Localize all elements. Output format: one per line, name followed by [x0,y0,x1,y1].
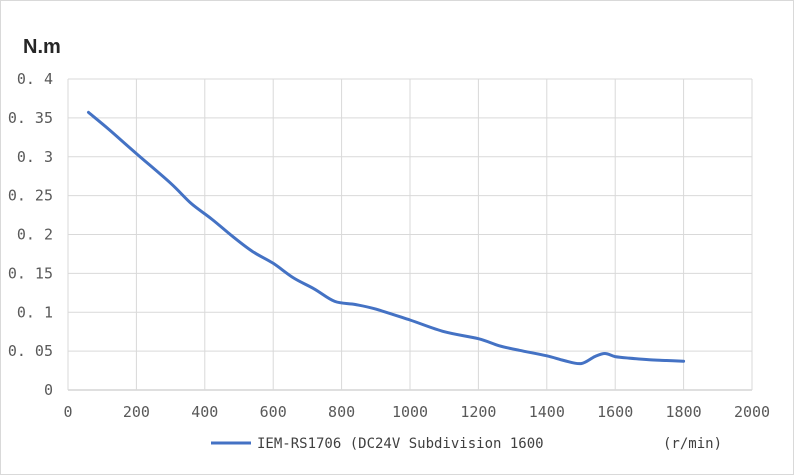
x-tick-label: 800 [328,403,355,421]
x-tick-label: 400 [191,403,218,421]
x-tick-label: 1600 [597,403,633,421]
y-tick-label: 0. 2 [17,226,53,244]
x-tick-label: 1800 [666,403,702,421]
y-tick-label: 0. 35 [8,109,53,127]
x-tick-label: 200 [123,403,150,421]
x-tick-label: 600 [260,403,287,421]
legend-label: IEM-RS1706 (DC24V Subdivision 1600 [257,436,544,452]
legend: IEM-RS1706 (DC24V Subdivision 1600 (r/mi… [211,436,722,452]
x-tick-label: 1400 [529,403,565,421]
y-tick-label: 0. 05 [8,342,53,360]
x-tick-label: 0 [63,403,72,421]
y-tick-label: 0. 3 [17,148,53,166]
y-tick-label: 0. 4 [17,70,53,88]
y-tick-label: 0. 1 [17,303,53,321]
y-tick-label: 0. 15 [8,264,53,282]
grid [67,78,753,391]
axes: 0 0. 05 0. 1 0. 15 0. 2 0. 25 0. 3 0. 35 0. 4 0 20… [8,70,770,421]
y-tick-label: 0. 25 [8,187,53,205]
series-line [87,110,686,366]
x-tick-label: 2000 [734,403,770,421]
y-tick-label: 0 [44,381,53,399]
x-tick-label: 1000 [392,403,428,421]
series-layer [87,110,686,366]
y-unit-label: N.m [23,36,61,58]
x-tick-label: 1200 [460,403,496,421]
x-unit-label: (r/min) [663,436,722,452]
